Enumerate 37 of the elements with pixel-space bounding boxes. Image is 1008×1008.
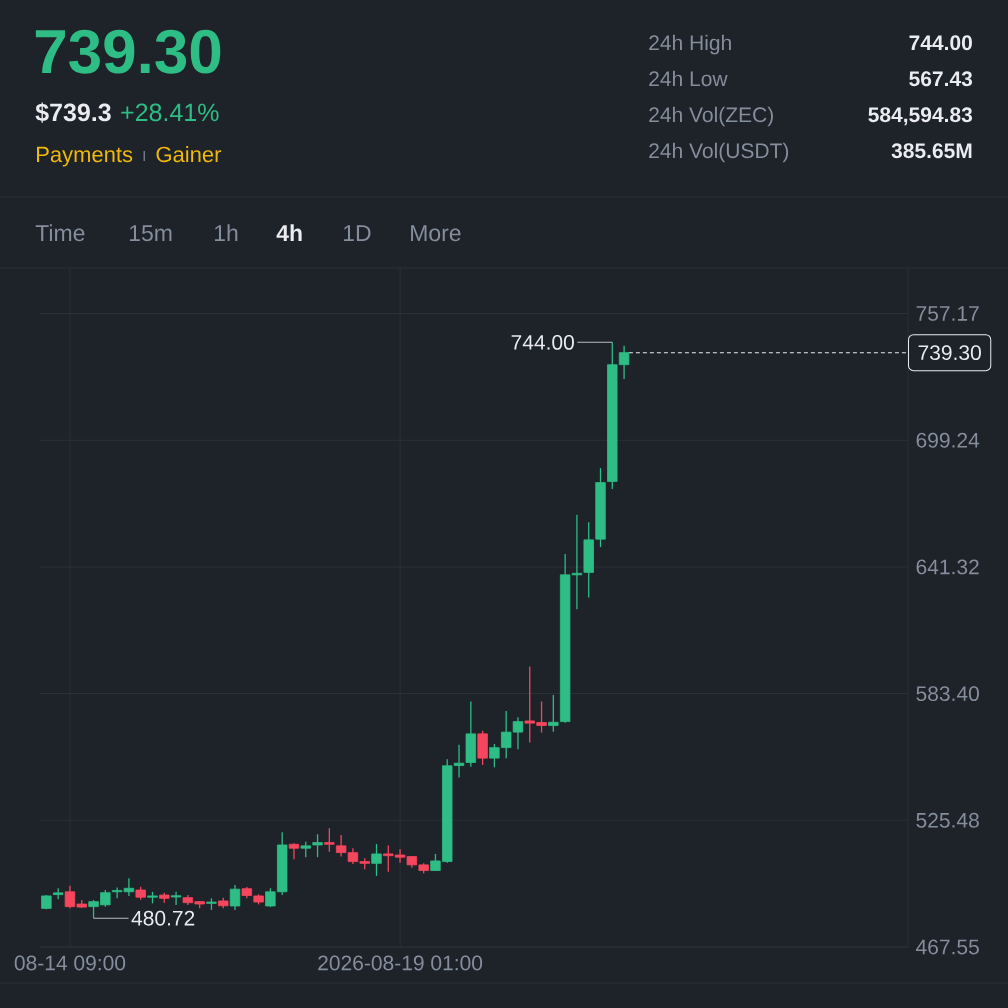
text: 24h High	[649, 34, 731, 55]
annotation: 744.00	[511, 334, 574, 350]
candlestick	[288, 842, 300, 860]
ref-line-label: 739.30	[918, 345, 981, 361]
text: $739.3	[35, 102, 111, 123]
text: 4h	[276, 224, 302, 241]
text: 24h Low	[649, 70, 728, 87]
text: 24h Vol(USDT)	[649, 142, 789, 163]
text: 744.00	[909, 35, 972, 51]
candlestick	[229, 884, 241, 911]
text: 24h Vol(ZEC)	[649, 106, 773, 127]
text: 1h	[214, 224, 238, 241]
text: Payments	[37, 146, 133, 167]
text: 567.43	[909, 71, 973, 87]
x-tick-label: 2026-08-19 01:00	[318, 955, 483, 971]
text: Time	[35, 224, 85, 242]
y-tick-label: 583.40	[916, 686, 979, 702]
x-tick-label: 08-14 09:00	[14, 955, 126, 971]
text: +28.41%	[121, 103, 219, 122]
y-tick-label: 525.48	[916, 812, 979, 828]
y-tick-label: 467.55	[916, 939, 979, 955]
annotation: 480.72	[131, 910, 195, 926]
text: 15m	[129, 225, 172, 242]
chart-title: 739.30	[35, 29, 221, 74]
text: 584,594.83	[868, 107, 973, 126]
y-tick-label: 757.17	[916, 306, 979, 321]
y-tick-label: 699.24	[916, 432, 980, 448]
text: Gainer	[156, 146, 222, 163]
text: More	[411, 225, 461, 242]
text: 1D	[343, 225, 371, 241]
candlestick	[312, 833, 323, 858]
text: 385.65M	[891, 143, 972, 159]
y-tick-label: 641.32	[916, 559, 979, 575]
candlestick	[324, 827, 335, 853]
candlestick	[371, 843, 382, 877]
candlestick	[548, 694, 559, 733]
candlestick	[170, 891, 182, 906]
